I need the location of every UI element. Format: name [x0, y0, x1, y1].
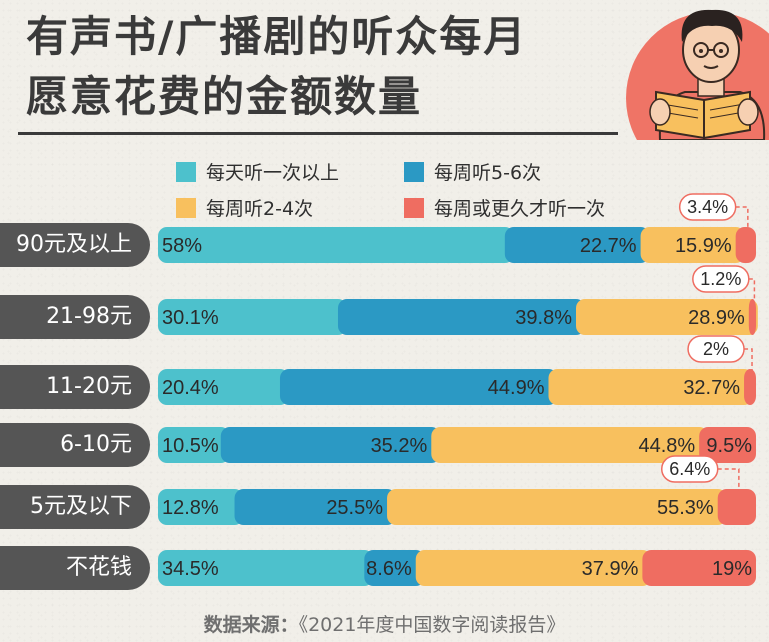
legend-item-weekly-5-6: 每周听5-6次	[404, 158, 541, 185]
legend-label-weekly-once: 每周或更久才听一次	[434, 198, 606, 220]
data-label-weekly-once-5: 19%	[712, 558, 752, 580]
bar-row-3: 10.5% 35.2% 44.8% 9.5%	[158, 427, 756, 463]
data-label-weekly-2-4-4: 55.3%	[657, 497, 714, 519]
legend-swatch-daily	[176, 161, 196, 182]
callout-weekly-once-1: 1.2%	[692, 265, 756, 301]
bar-segment-weekly-2-4-5	[415, 550, 652, 586]
bar-segment-weekly-2-4-3	[431, 427, 709, 463]
data-label-weekly-once-0: 3.4%	[687, 197, 728, 217]
data-label-weekly-2-4-0: 15.9%	[675, 235, 732, 257]
bar-segment-weekly-once-4	[717, 489, 756, 525]
data-label-daily-4: 12.8%	[162, 497, 219, 519]
data-label-weekly-once-2: 2%	[703, 339, 729, 359]
bar-row-2: 20.4% 44.9% 32.7% 2%	[158, 335, 756, 405]
callout-leader-2	[744, 348, 753, 371]
bar-segment-weekly-once-0	[735, 227, 756, 263]
data-label-weekly-5-6-4: 25.5%	[326, 497, 383, 519]
bar-segment-weekly-5-6-4	[234, 489, 397, 525]
bar-segment-weekly-2-4-2	[548, 369, 754, 405]
data-label-weekly-2-4-2: 32.7%	[683, 377, 740, 399]
data-label-daily-5: 34.5%	[162, 558, 219, 580]
legend-label-weekly-5-6: 每周听5-6次	[434, 162, 542, 184]
legend-swatch-weekly-2-4	[176, 197, 196, 218]
data-label-weekly-5-6-5: 8.6%	[366, 558, 412, 580]
chart-title-line-2: 愿意花费的金额数量	[26, 72, 423, 121]
data-label-weekly-5-6-1: 39.8%	[515, 307, 572, 329]
data-label-weekly-2-4-1: 28.9%	[688, 307, 745, 329]
bar-row-0: 58% 22.7% 15.9% 3.4%	[158, 193, 756, 263]
callout-leader-4	[717, 468, 740, 491]
bar-segment-weekly-once-3	[699, 427, 756, 463]
legend-swatch-weekly-5-6	[404, 161, 424, 182]
data-label-daily-0: 58%	[162, 235, 202, 257]
bar-row-1: 30.1% 39.8% 28.9% 1.2%	[158, 265, 758, 335]
category-label-1: 21-98元	[0, 295, 150, 339]
bar-segment-weekly-once-5	[642, 550, 756, 586]
bar-segment-weekly-5-6-2	[279, 369, 558, 405]
data-label-weekly-2-4-5: 37.9%	[582, 558, 639, 580]
bar-segment-weekly-5-6-1	[337, 299, 586, 335]
bar-row-5: 34.5% 8.6% 37.9% 19%	[158, 550, 756, 586]
chart-legend: 每天听一次以上 每周听5-6次 每周听2-4次 每周或更久才听一次	[0, 152, 769, 222]
bar-segment-weekly-once-1	[748, 299, 756, 335]
bar-segment-daily-0	[158, 227, 514, 263]
data-source-text: 《2021年度中国数字阅读报告》	[298, 614, 566, 636]
bar-segment-daily-2	[158, 369, 289, 405]
legend-label-weekly-2-4: 每周听2-4次	[206, 198, 314, 220]
category-label-3: 6-10元	[0, 423, 150, 467]
bar-segment-weekly-5-6-3	[220, 427, 441, 463]
data-label-weekly-once-1: 1.2%	[700, 269, 741, 289]
data-label-weekly-5-6-0: 22.7%	[580, 235, 637, 257]
bar-segment-daily-5	[158, 550, 374, 586]
data-label-weekly-2-4-3: 44.8%	[638, 435, 695, 457]
bar-segment-daily-1	[158, 299, 347, 335]
category-label-2: 11-20元	[0, 365, 150, 409]
bar-segment-daily-4	[158, 489, 244, 525]
title-underline	[18, 132, 618, 135]
bar-segment-weekly-2-4-4	[387, 489, 727, 525]
bar-segment-weekly-2-4-1	[576, 299, 758, 335]
bar-segment-weekly-2-4-0	[640, 227, 745, 263]
bar-segment-weekly-once-2	[744, 369, 756, 405]
data-source-prefix: 数据来源：	[203, 614, 299, 636]
data-source: 数据来源：《2021年度中国数字阅读报告》	[0, 610, 769, 637]
callout-weekly-once-2: 2%	[687, 335, 753, 371]
chart-title-line-1: 有声书/广播剧的听众每月	[26, 12, 528, 61]
bar-segment-daily-3	[158, 427, 230, 463]
callout-leader-0	[735, 206, 749, 229]
reading-person-illustration	[626, 9, 769, 140]
category-label-4: 5元及以下	[0, 485, 150, 529]
callout-weekly-once-0: 3.4%	[678, 193, 749, 229]
data-label-daily-3: 10.5%	[162, 435, 219, 457]
legend-item-weekly-2-4: 每周听2-4次	[176, 194, 313, 221]
data-label-weekly-once-4: 6.4%	[669, 459, 710, 479]
data-label-weekly-5-6-3: 35.2%	[371, 435, 428, 457]
data-label-weekly-once-3: 9.5%	[706, 435, 752, 457]
legend-item-weekly-once: 每周或更久才听一次	[404, 194, 605, 221]
legend-label-daily: 每天听一次以上	[206, 162, 340, 184]
bar-row-4: 12.8% 25.5% 55.3% 6.4%	[158, 455, 756, 525]
category-label-0: 90元及以上	[0, 223, 150, 267]
bar-segment-weekly-5-6-5	[364, 550, 425, 586]
legend-swatch-weekly-once	[404, 197, 424, 218]
data-label-daily-2: 20.4%	[162, 377, 219, 399]
bar-segment-weekly-5-6-0	[504, 227, 650, 263]
data-label-daily-1: 30.1%	[162, 307, 219, 329]
callout-weekly-once-4: 6.4%	[660, 455, 740, 491]
category-label-5: 不花钱	[0, 546, 150, 590]
legend-item-daily: 每天听一次以上	[176, 158, 339, 185]
data-label-weekly-5-6-2: 44.9%	[488, 377, 545, 399]
callout-leader-1	[748, 278, 756, 301]
